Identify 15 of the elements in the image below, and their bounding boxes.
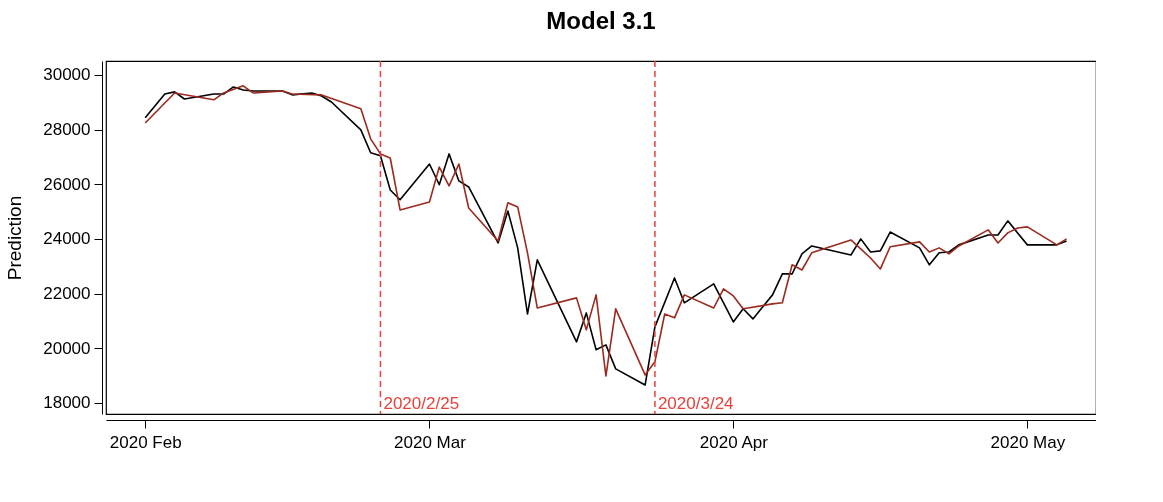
y-tick-label: 28000 xyxy=(43,120,91,140)
y-tick-label: 22000 xyxy=(43,284,91,304)
y-tick-label: 18000 xyxy=(43,393,91,413)
x-tick-label: 2020 May xyxy=(990,432,1066,452)
y-tick-label: 20000 xyxy=(43,338,91,358)
chart-title: Model 3.1 xyxy=(546,7,656,35)
y-tick-label: 26000 xyxy=(43,174,91,194)
y-axis-title: Prediction xyxy=(4,195,26,281)
x-tick-label: 2020 Mar xyxy=(394,432,467,452)
x-tick-label: 2020 Feb xyxy=(109,432,182,452)
y-tick-label: 30000 xyxy=(43,65,91,85)
ref-line-label: 2020/3/24 xyxy=(657,394,734,413)
x-tick-label: 2020 Apr xyxy=(699,432,769,452)
y-tick-label: 24000 xyxy=(43,229,91,249)
ref-line-label: 2020/2/25 xyxy=(383,394,460,413)
